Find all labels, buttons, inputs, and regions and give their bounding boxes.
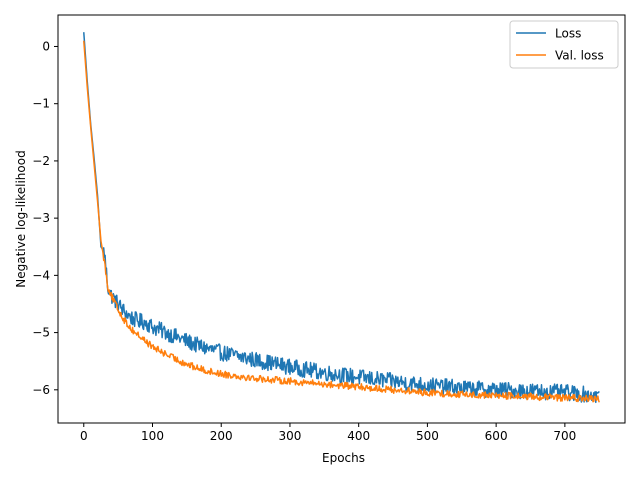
y-tick-label: −6 (32, 383, 50, 397)
x-tick-label: 700 (553, 429, 576, 443)
x-axis-label: Epochs (322, 451, 365, 465)
x-tick-label: 300 (279, 429, 302, 443)
y-tick-label: −5 (32, 326, 50, 340)
y-axis-ticks: 0 −1 −2 −3 −4 −5 −6 (32, 39, 58, 397)
x-axis-ticks: 0 100 200 300 400 500 600 700 (80, 423, 576, 443)
series-line-val-loss (83, 40, 600, 403)
x-tick-label: 200 (210, 429, 233, 443)
x-tick-label: 500 (416, 429, 439, 443)
x-tick-label: 100 (141, 429, 164, 443)
y-tick-label: −2 (32, 154, 50, 168)
legend: Loss Val. loss (509, 20, 619, 69)
legend-label-loss: Loss (555, 27, 581, 41)
series-layer (83, 32, 600, 404)
y-tick-label: −4 (32, 268, 50, 282)
plot-frame (57, 14, 626, 424)
y-tick-label: −1 (32, 97, 50, 111)
x-tick-label: 400 (347, 429, 370, 443)
legend-label-val-loss: Val. loss (555, 49, 604, 63)
x-tick-label: 0 (80, 429, 88, 443)
y-axis-label: Negative log-likelihood (14, 150, 28, 287)
y-tick-label: 0 (42, 39, 50, 53)
y-tick-label: −3 (32, 211, 50, 225)
x-tick-label: 600 (485, 429, 508, 443)
series-line-loss (83, 32, 600, 404)
